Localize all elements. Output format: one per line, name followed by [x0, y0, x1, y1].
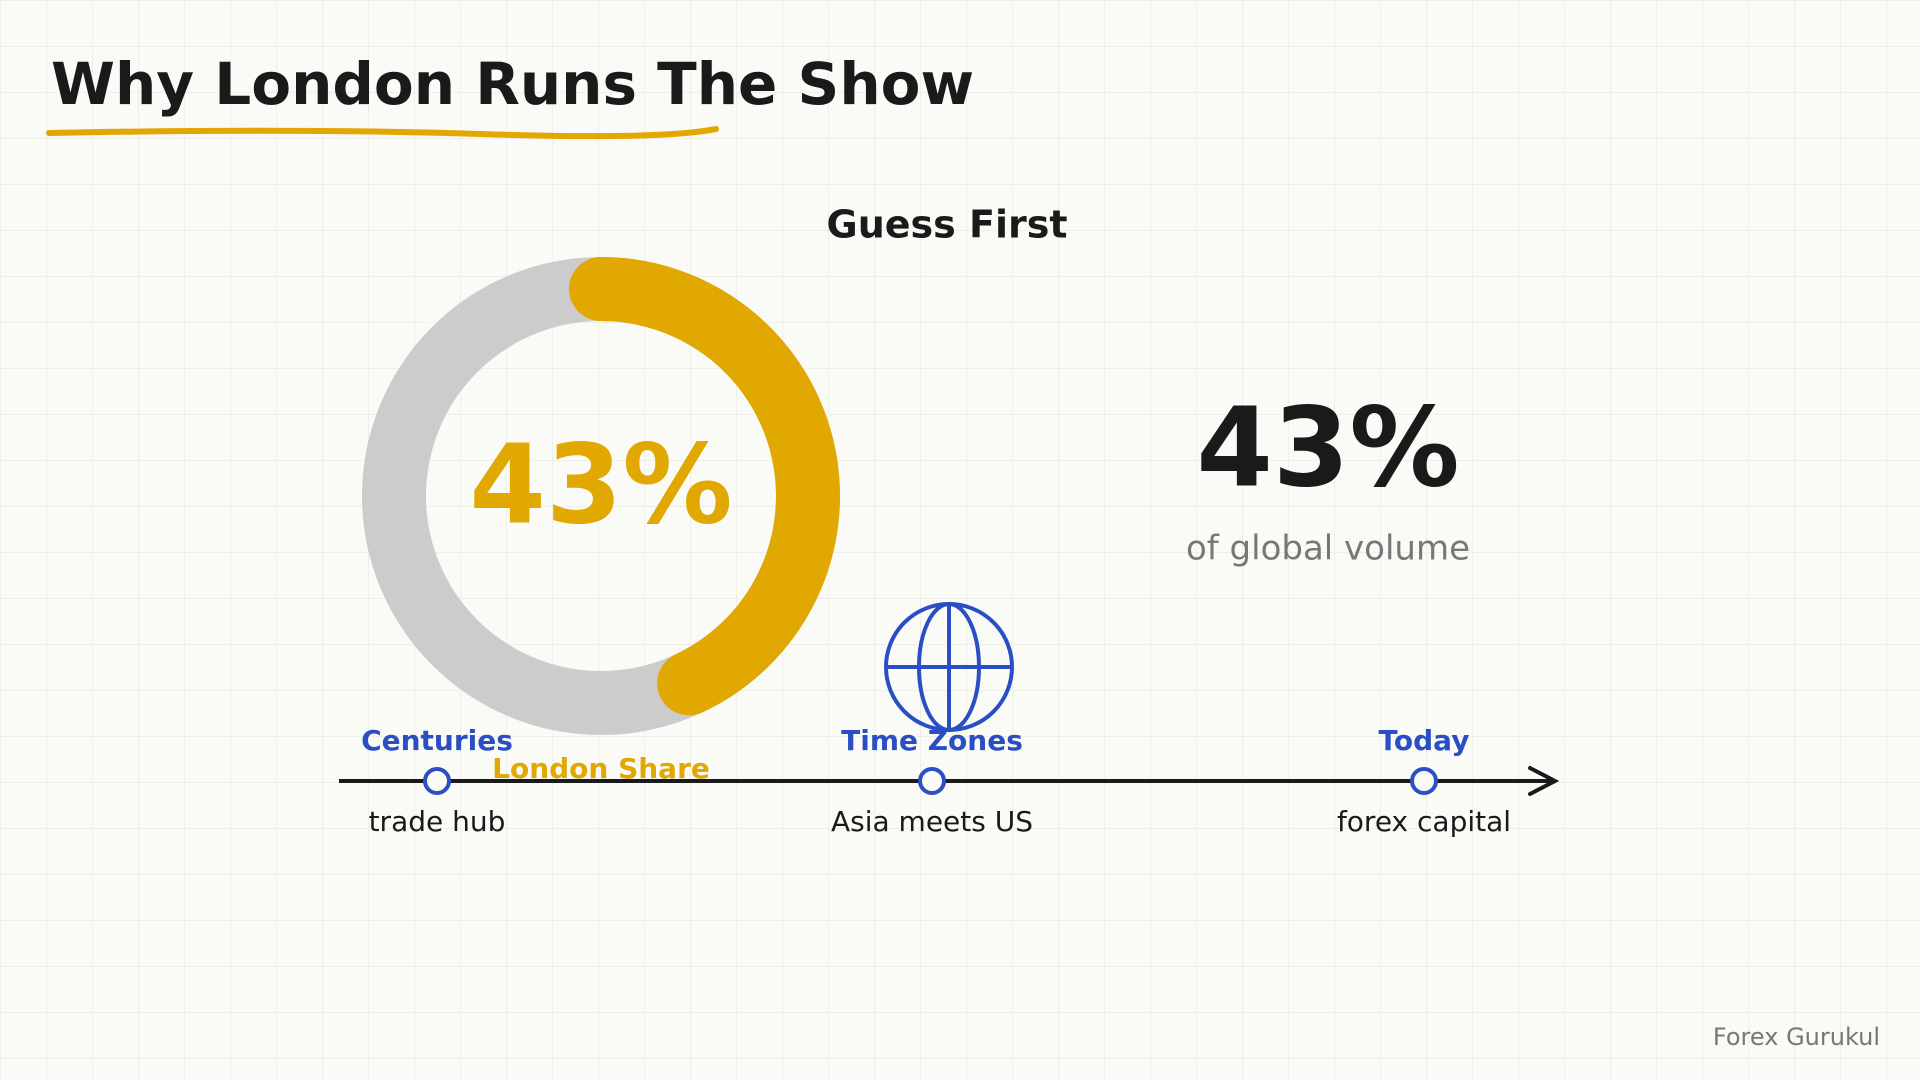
- timeline: Centuries trade hub Time Zones Asia meets U…: [339, 724, 1560, 838]
- timeline-node: [918, 767, 946, 795]
- stat-value: 43%: [1196, 383, 1459, 511]
- timeline-label: Time Zones: [841, 724, 1023, 757]
- title-underline: [46, 126, 719, 140]
- title: Why London Runs The Show: [51, 50, 974, 118]
- timeline-caption: Asia meets US: [831, 805, 1033, 838]
- timeline-label: Today: [1379, 724, 1470, 757]
- watermark: Forex Gurukul: [1713, 1023, 1880, 1051]
- subtitle: Guess First: [827, 203, 1068, 247]
- timeline-node: [423, 767, 451, 795]
- timeline-arrow: [1528, 766, 1560, 796]
- timeline-node: [1410, 767, 1438, 795]
- stat-caption: of global volume: [1186, 529, 1470, 569]
- timeline-label: Centuries: [361, 724, 513, 757]
- donut-chart: 43%London Share: [362, 257, 840, 785]
- timeline-caption: trade hub: [369, 805, 506, 838]
- donut-arc: [569, 257, 840, 716]
- globe-icon: [884, 602, 1014, 732]
- timeline-caption: forex capital: [1337, 805, 1511, 838]
- donut-value-label: 43%: [469, 420, 732, 548]
